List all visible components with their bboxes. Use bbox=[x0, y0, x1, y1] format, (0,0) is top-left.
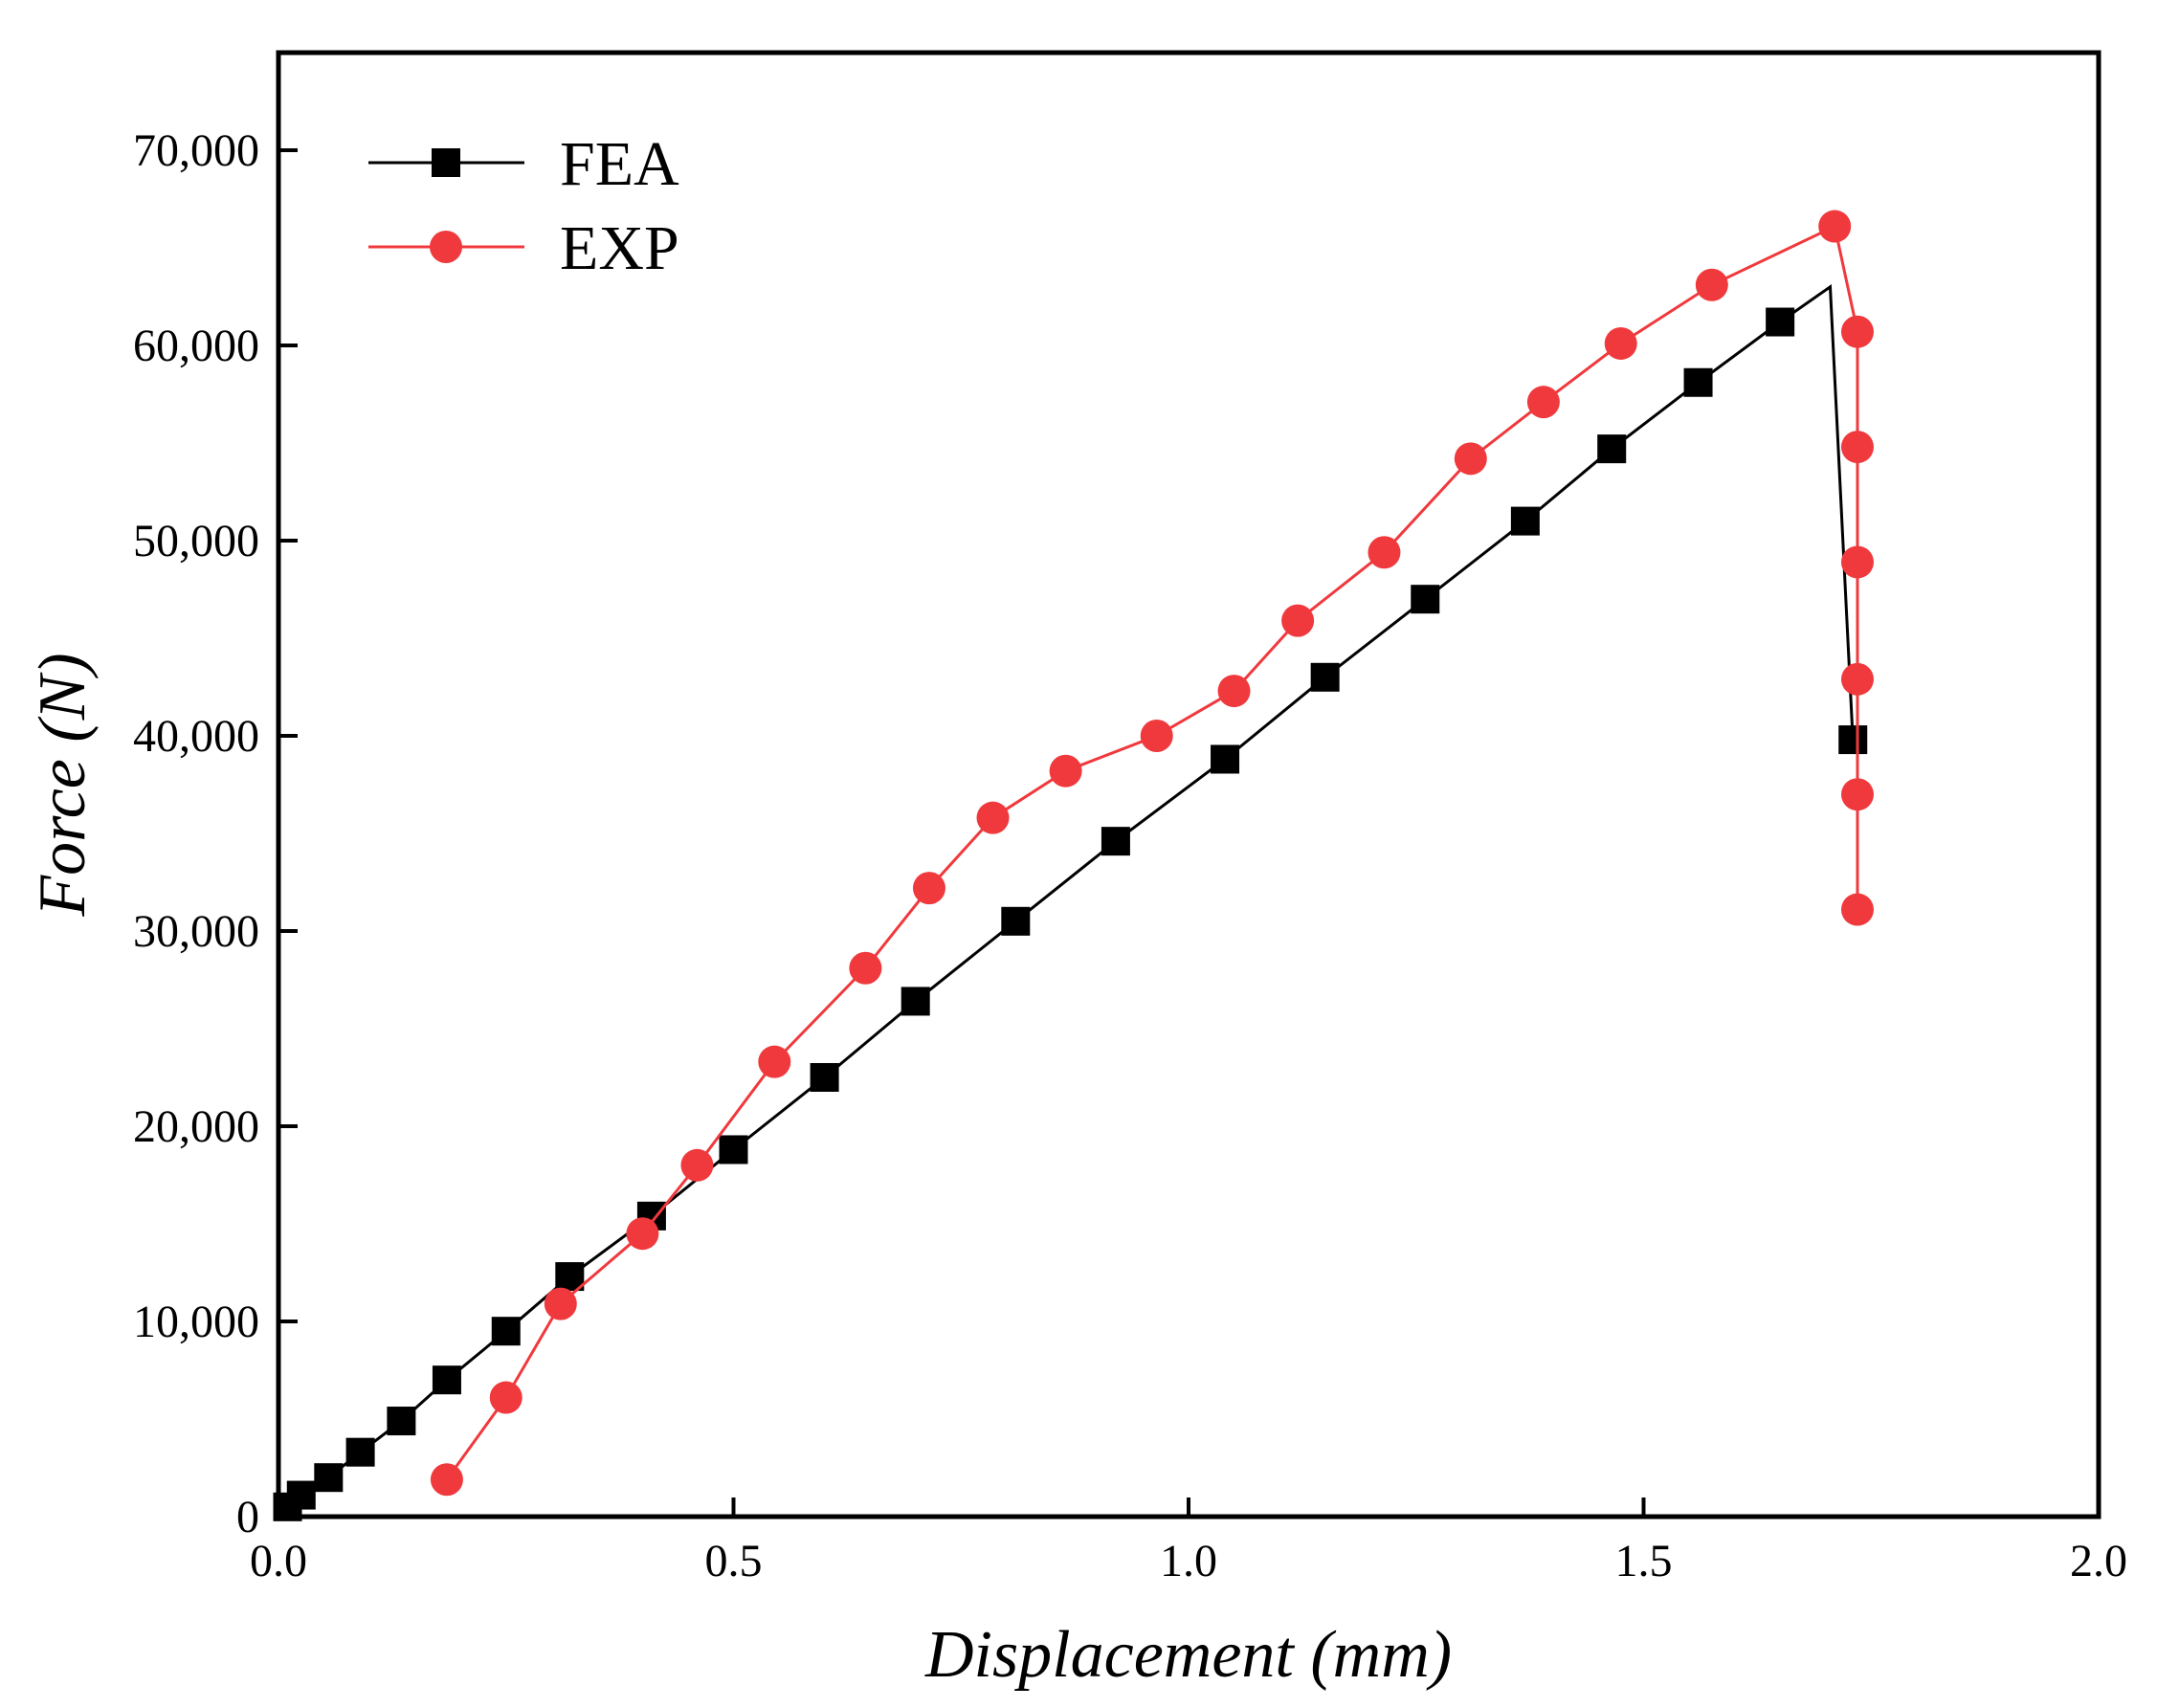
series-exp-point bbox=[1281, 604, 1315, 637]
x-tick-label: 1.5 bbox=[1615, 1536, 1673, 1586]
legend-item-fea: FEA bbox=[368, 129, 679, 199]
series-fea-point bbox=[1211, 744, 1240, 774]
series-exp-point bbox=[1840, 893, 1874, 926]
legend: FEA EXP bbox=[368, 129, 679, 283]
y-tick-label: 60,000 bbox=[133, 321, 259, 371]
series-fea-point bbox=[810, 1063, 839, 1092]
series-fea-point bbox=[1001, 906, 1031, 936]
series-exp-point bbox=[1140, 720, 1173, 752]
series-exp-point bbox=[489, 1381, 523, 1414]
series-exp-point bbox=[1454, 442, 1487, 476]
series-fea-point bbox=[432, 1365, 461, 1395]
series-fea-point bbox=[1411, 585, 1440, 614]
y-tick-label: 40,000 bbox=[133, 711, 259, 762]
series-exp-point bbox=[1604, 326, 1637, 360]
series-exp-point bbox=[1840, 778, 1874, 811]
legend-marker-exp bbox=[430, 231, 462, 263]
series-exp-point bbox=[430, 1463, 463, 1497]
series-exp-point bbox=[758, 1045, 791, 1078]
x-tick-label: 2.0 bbox=[2070, 1536, 2127, 1586]
series-exp-point bbox=[1368, 536, 1401, 569]
series-fea-point bbox=[286, 1480, 316, 1510]
y-tick-label: 50,000 bbox=[133, 516, 259, 566]
series-layer bbox=[273, 210, 1874, 1521]
series-exp-point bbox=[1818, 210, 1852, 243]
y-tick-label: 30,000 bbox=[133, 906, 259, 957]
series-exp-point bbox=[1526, 386, 1560, 419]
series-fea-point bbox=[1766, 307, 1795, 337]
series-fea-point bbox=[901, 987, 930, 1016]
series-fea-point bbox=[1597, 434, 1627, 464]
series-fea bbox=[273, 284, 1868, 1521]
series-exp-point bbox=[1840, 431, 1874, 464]
legend-label-exp: EXP bbox=[560, 213, 679, 283]
y-tick-label: 70,000 bbox=[133, 125, 259, 176]
legend-marker-fea bbox=[432, 148, 460, 177]
x-tick-label: 0.0 bbox=[250, 1536, 307, 1586]
series-exp-point bbox=[1695, 268, 1728, 301]
series-fea-point bbox=[314, 1463, 344, 1493]
series-exp-point bbox=[1049, 754, 1082, 787]
series-exp-point bbox=[849, 951, 882, 985]
series-exp-point bbox=[544, 1287, 577, 1320]
series-exp-point bbox=[912, 872, 945, 905]
series-exp-point bbox=[626, 1217, 659, 1251]
y-axis-title: Force (N) bbox=[26, 653, 100, 917]
legend-label-fea: FEA bbox=[560, 129, 679, 199]
x-axis-title: Displacement (mm) bbox=[924, 1618, 1452, 1692]
x-tick-label: 1.0 bbox=[1160, 1536, 1217, 1586]
series-exp-point bbox=[680, 1148, 714, 1182]
series-fea-point bbox=[345, 1437, 375, 1467]
legend-item-exp: EXP bbox=[368, 213, 679, 283]
y-tick-label: 10,000 bbox=[133, 1297, 259, 1347]
y-tick-label: 20,000 bbox=[133, 1101, 259, 1152]
series-exp-point bbox=[1840, 662, 1874, 696]
axis-ticks: 0.0 0.5 1.0 1.5 2.0 0 10,000 20,000 30,000 40,000… bbox=[133, 125, 2127, 1586]
series-fea-point bbox=[1838, 725, 1868, 755]
series-exp-point bbox=[1840, 545, 1874, 579]
series-exp-point bbox=[976, 801, 1010, 834]
series-fea-point bbox=[1683, 367, 1713, 397]
series-fea-point bbox=[719, 1135, 748, 1165]
series-exp-point bbox=[1217, 675, 1251, 708]
series-exp-point bbox=[1840, 315, 1874, 348]
series-exp bbox=[430, 210, 1874, 1497]
series-fea-point bbox=[1510, 506, 1540, 536]
y-tick-label: 0 bbox=[236, 1492, 259, 1542]
series-fea-point bbox=[1310, 662, 1340, 692]
plot-frame bbox=[276, 50, 2101, 1519]
series-fea-point bbox=[491, 1317, 521, 1346]
x-tick-label: 0.5 bbox=[705, 1536, 763, 1586]
series-fea-point bbox=[387, 1407, 416, 1436]
series-fea-point bbox=[1101, 827, 1130, 856]
